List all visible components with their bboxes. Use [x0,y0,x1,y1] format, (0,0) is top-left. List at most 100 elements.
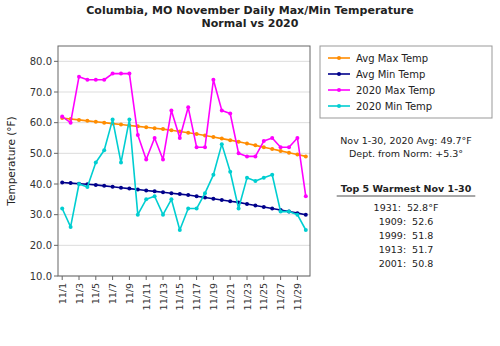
marker [287,210,291,214]
tick-label: 70.0 [30,87,52,98]
tick-label: 11/17 [191,283,202,310]
marker [127,118,131,122]
marker [77,182,81,186]
legend-swatch [337,56,341,60]
marker [111,118,115,122]
tick-mark [129,276,130,280]
tick-mark [112,276,113,280]
marker [169,191,173,195]
tick-label: 40.0 [30,179,52,190]
line [62,74,306,197]
tick-mark [54,92,58,93]
chart: Columbia, MO November Daily Max/Min Temp… [0,0,500,346]
marker [304,228,308,232]
marker [203,191,207,195]
tick-label: 11/25 [258,283,269,310]
marker [178,192,182,196]
marker [220,142,224,146]
marker [111,185,115,189]
marker [60,180,64,184]
tick-label: 11/3 [74,283,85,304]
marker [237,207,241,211]
title-line: Columbia, MO November Daily Max/Min Temp… [86,4,413,17]
table-row: 1909: 52.6 [379,216,434,227]
marker [69,181,73,185]
grid-line [58,245,310,246]
legend-label: Avg Min Temp [356,69,425,80]
marker [304,194,308,198]
marker [153,126,157,130]
marker [144,125,148,129]
tick-label: 11/5 [90,283,101,304]
tick-mark [213,276,214,280]
marker [228,138,232,142]
tick-mark [54,153,58,154]
marker [270,147,274,151]
marker [228,199,232,203]
marker [211,135,215,139]
marker [94,183,98,187]
grid-line [58,153,310,154]
marker [169,128,173,132]
grid-line [58,214,310,215]
marker [279,145,283,149]
marker [102,121,106,125]
marker [253,179,257,183]
legend-box [320,46,492,118]
marker [287,210,291,214]
marker [136,133,140,137]
tick-mark [146,276,147,280]
marker [144,188,148,192]
marker [245,142,249,146]
marker [220,198,224,202]
marker [270,136,274,140]
marker [69,121,73,125]
marker [287,145,291,149]
tick-label: 11/15 [174,283,185,310]
series [60,118,308,232]
marker [85,78,89,82]
line [62,120,306,230]
marker [262,205,266,209]
marker [270,207,274,211]
marker [245,154,249,158]
tick-mark [247,276,248,280]
marker [186,131,190,135]
tick-label: 11/13 [158,283,169,310]
marker [161,157,165,161]
legend-label: 2020 Min Temp [356,101,432,112]
tick-mark [163,276,164,280]
tick-mark [230,276,231,280]
marker [169,108,173,112]
marker [245,176,249,180]
axis-label: Temperature (°F) [5,116,17,206]
marker [85,185,89,189]
tick-mark [79,276,80,280]
tick-mark [54,184,58,185]
marker [94,78,98,82]
annotation: Nov 1-30, 2020 Avg: 49.7°F [340,135,472,146]
tick-mark [54,61,58,62]
tick-label: 20.0 [30,240,52,251]
marker [178,136,182,140]
marker [304,213,308,217]
tick-label: 50.0 [30,148,52,159]
line [62,182,306,214]
tick-mark [54,214,58,215]
marker [60,115,64,119]
table-row: 1931: 52.8°F [374,202,439,213]
marker [186,207,190,211]
underline [337,196,476,197]
table-row: 2001: 50.8 [379,258,434,269]
table-row: 1913: 51.7 [379,244,434,255]
marker [111,72,115,76]
marker [262,145,266,149]
marker [279,149,283,153]
marker [203,145,207,149]
marker [253,203,257,207]
marker [77,75,81,79]
series [60,180,308,216]
marker [270,173,274,177]
marker [220,137,224,141]
tick-label: 11/9 [124,283,135,304]
